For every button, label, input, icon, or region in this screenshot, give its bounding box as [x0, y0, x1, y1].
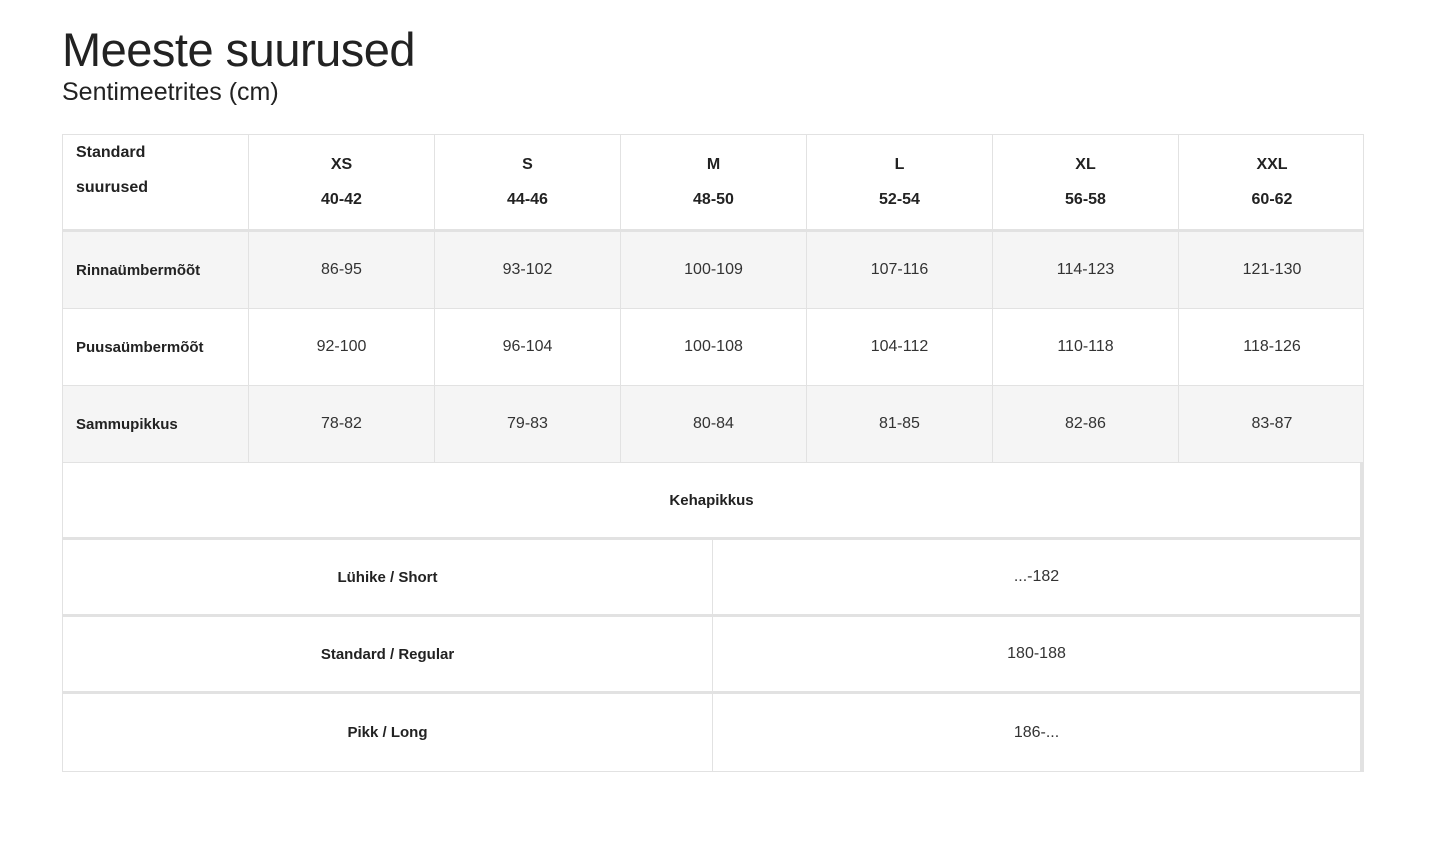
header-size-s: S 44-46 [435, 135, 621, 229]
header-label-line1: Standard [76, 144, 146, 161]
size-letter: XL [1075, 156, 1096, 173]
row-label: Rinnaümbermõõt [63, 232, 249, 308]
header-size-xs: XS 40-42 [249, 135, 435, 229]
table-cell: 80-84 [621, 386, 807, 462]
table-cell: 114-123 [993, 232, 1179, 308]
row-label: Standard / Regular [63, 617, 713, 691]
table-cell: 110-118 [993, 309, 1179, 385]
row-label: Pikk / Long [63, 694, 713, 771]
header-size-xl: XL 56-58 [993, 135, 1179, 229]
header-size-l: L 52-54 [807, 135, 993, 229]
size-letter: M [706, 156, 721, 173]
row-label: Puusaümbermõõt [63, 309, 249, 385]
height-row-long: Pikk / Long 186-... [63, 694, 1363, 771]
size-chart-table: Standard suurused XS 40-42 S 44-46 M 48-50 … [62, 134, 1364, 772]
table-row-hip: Puusaümbermõõt 92-100 96-104 100-108 104… [63, 309, 1363, 386]
size-letter: XXL [1256, 156, 1288, 173]
row-label: Lühike / Short [63, 540, 713, 614]
size-eu: 52-54 [879, 191, 920, 208]
table-cell: 118-126 [1243, 338, 1301, 355]
table-cell: 104-112 [807, 309, 993, 385]
table-cell: 81-85 [807, 386, 993, 462]
table-header-row: Standard suurused XS 40-42 S 44-46 M 48-50 … [63, 135, 1363, 232]
table-row-chest: Rinnaümbermõõt 86-95 93-102 100-109 107-… [63, 232, 1363, 309]
header-size-m: M 48-50 [621, 135, 807, 229]
page-subtitle: Sentimeetrites (cm) [62, 78, 279, 106]
size-eu: 44-46 [507, 191, 548, 208]
table-cell: 92-100 [249, 309, 435, 385]
table-cell: 180-188 [1007, 645, 1066, 662]
table-cell: 86-95 [249, 232, 435, 308]
size-letter: L [894, 156, 905, 173]
height-heading: Kehapikkus [669, 491, 754, 509]
table-cell: 96-104 [435, 309, 621, 385]
table-cell: 79-83 [435, 386, 621, 462]
height-row-short: Lühike / Short ...-182 [63, 540, 1363, 617]
table-cell: 100-109 [621, 232, 807, 308]
table-cell: 82-86 [993, 386, 1179, 462]
size-eu: 48-50 [693, 191, 734, 208]
table-cell: 93-102 [435, 232, 621, 308]
header-size-xxl: XXL 60-62 [1179, 135, 1365, 229]
size-letter: S [522, 156, 533, 173]
size-eu: 56-58 [1065, 191, 1106, 208]
table-cell: 100-108 [621, 309, 807, 385]
size-eu: 60-62 [1251, 191, 1293, 208]
height-row-regular: Standard / Regular 180-188 [63, 617, 1363, 694]
header-label-cell: Standard suurused [63, 135, 249, 229]
header-label-line2: suurused [76, 179, 149, 196]
table-cell: ...-182 [1013, 568, 1060, 585]
table-cell: 78-82 [249, 386, 435, 462]
height-heading-row: Kehapikkus [63, 463, 1363, 540]
page-title: Meeste suurused [62, 23, 416, 76]
size-eu: 40-42 [321, 191, 362, 208]
table-row-inseam: Sammupikkus 78-82 79-83 80-84 81-85 82-8… [63, 386, 1363, 463]
table-cell: 186-... [1013, 723, 1060, 741]
table-cell: 121-130 [1242, 261, 1302, 278]
table-cell: 83-87 [1251, 415, 1293, 432]
row-label: Sammupikkus [63, 386, 249, 462]
size-letter: XS [330, 156, 353, 173]
table-cell: 107-116 [807, 232, 993, 308]
